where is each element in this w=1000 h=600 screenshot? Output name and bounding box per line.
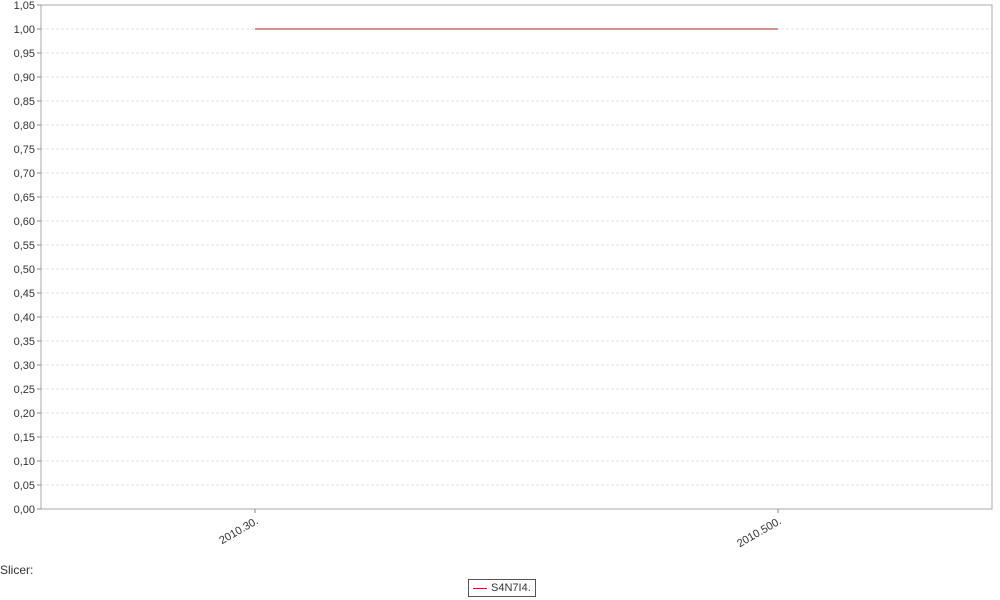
- plot-area-border: [40, 4, 993, 510]
- grid-lines: [41, 4, 992, 510]
- y-tick-label: 0,15: [14, 432, 35, 444]
- y-tick-label: 0,10: [14, 456, 35, 468]
- y-tick-label: 0,95: [14, 48, 35, 60]
- x-tick-label: 2010.30.: [217, 515, 260, 547]
- legend: S4N7I4.: [468, 579, 536, 597]
- y-tick-label: 0,05: [14, 480, 35, 492]
- line-chart: 0,00 0,05 0,10 0,15 0,20 0,25 0,30 0,35 0,40 0,45…: [14, 0, 993, 550]
- y-tick-label: 0,45: [14, 288, 35, 300]
- x-tick-label: 2010.500.: [735, 515, 783, 550]
- y-tick-label: 0,50: [14, 264, 35, 276]
- y-tick-label: 0,00: [14, 504, 35, 516]
- slicer-label: Slicer:: [0, 563, 34, 577]
- y-tick-label: 0,75: [14, 144, 35, 156]
- y-tick-label: 0,20: [14, 408, 35, 420]
- y-tick-label: 1,05: [14, 0, 35, 12]
- legend-swatch: [473, 587, 487, 589]
- legend-series-label: S4N7I4.: [491, 582, 531, 594]
- y-tick-label: 0,60: [14, 216, 35, 228]
- y-tick-label: 0,90: [14, 72, 35, 84]
- y-tick-label: 0,40: [14, 312, 35, 324]
- y-tick-label: 0,30: [14, 360, 35, 372]
- x-axis-ticks: 2010.30. 2010.500.: [217, 509, 784, 550]
- y-tick-label: 1,00: [14, 24, 35, 36]
- y-tick-label: 0,70: [14, 168, 35, 180]
- y-tick-label: 0,55: [14, 240, 35, 252]
- y-tick-label: 0,65: [14, 192, 35, 204]
- y-axis-ticks: 0,00 0,05 0,10 0,15 0,20 0,25 0,30 0,35 0,40 0,45…: [14, 0, 41, 516]
- y-tick-label: 0,25: [14, 384, 35, 396]
- y-tick-label: 0,35: [14, 336, 35, 348]
- y-tick-label: 0,85: [14, 96, 35, 108]
- y-tick-label: 0,80: [14, 120, 35, 132]
